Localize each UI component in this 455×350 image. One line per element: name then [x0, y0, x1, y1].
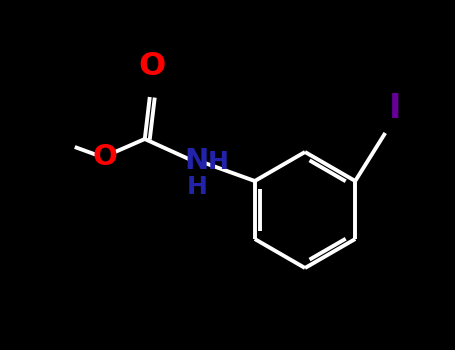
Text: H: H — [187, 175, 207, 199]
Text: H: H — [208, 150, 229, 174]
Text: I: I — [389, 92, 402, 125]
Text: N: N — [185, 147, 209, 175]
Text: O: O — [92, 143, 117, 171]
Text: O: O — [138, 51, 166, 82]
